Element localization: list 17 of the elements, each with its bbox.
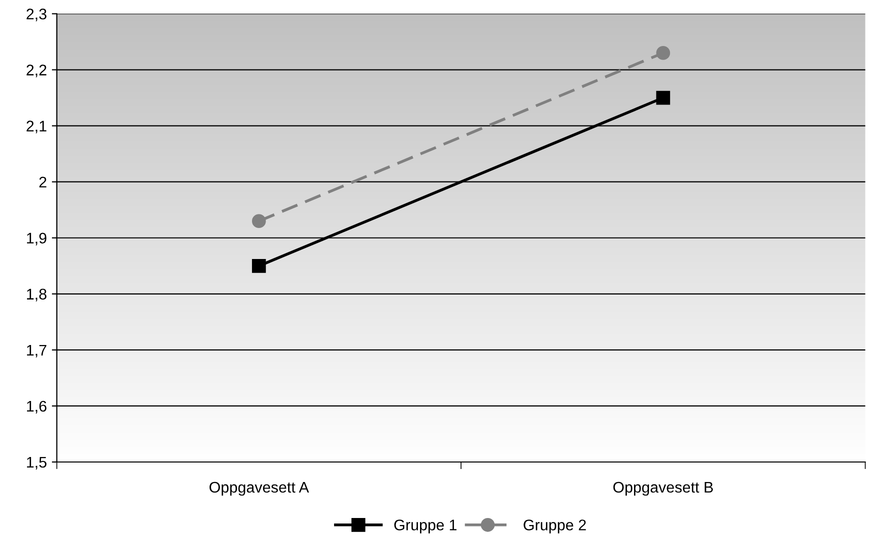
y-tick-label: 1,6 (27, 400, 46, 414)
legend-label: Gruppe 1 (394, 520, 456, 534)
y-tick-label: 1,8 (27, 288, 46, 302)
point (252, 258, 266, 273)
x-tick-label: Oppgavesett B (613, 482, 713, 496)
y-tick-label: 1,9 (27, 232, 46, 246)
y-tick-label: 2,2 (26, 64, 46, 78)
y-tick-label: 2,3 (26, 8, 46, 22)
point (656, 46, 670, 60)
y-tick-label: 1,7 (27, 344, 46, 358)
y-tick-label: 1,5 (27, 457, 46, 470)
y-tick-label: 2 (39, 176, 46, 188)
point (252, 214, 266, 228)
x-tick-label: Oppgavesett A (210, 482, 310, 496)
legend-label: Gruppe 2 (524, 520, 586, 534)
y-tick-label: 2,1 (26, 120, 46, 134)
point (656, 90, 670, 105)
